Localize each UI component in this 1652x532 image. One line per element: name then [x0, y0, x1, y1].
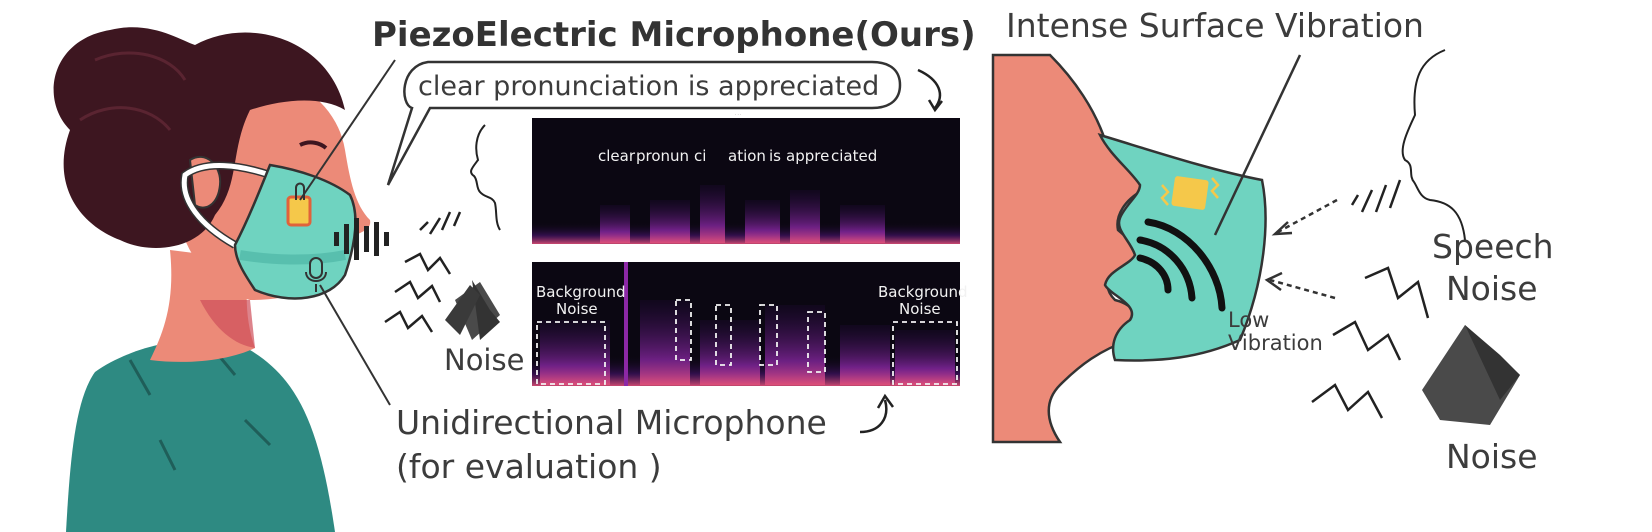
speech-noise-line2: Noise — [1446, 269, 1538, 308]
spectrogram-top: · · · clear pronun ci ation is appre ciated — [532, 112, 960, 244]
noise-arrows — [1269, 198, 1338, 300]
bg-noise-right-line2: Noise — [899, 300, 941, 318]
spectrogram-word: is — [769, 147, 781, 165]
spectrogram-word: pronun — [636, 147, 689, 165]
microphone-icon — [305, 257, 327, 292]
spectrogram-top-words: clear pronun ci ation is appre ciated — [598, 147, 877, 165]
speech-lines — [419, 211, 462, 235]
bg-noise-left-line1: Background — [536, 283, 626, 301]
bg-noise-left-line2: Noise — [556, 300, 598, 318]
intense-vibration-title: Intense Surface Vibration — [1006, 6, 1424, 45]
background-noise-box-left — [536, 321, 606, 385]
vibration-callout-line — [1213, 54, 1302, 236]
noise-zigzags-right — [1311, 266, 1430, 419]
piezo-callout-line — [299, 59, 396, 201]
spectrogram-bottom: Background Noise Background Noise — [532, 262, 968, 386]
piezo-title: PiezoElectric Microphone(Ours) — [372, 15, 976, 55]
woman-illustration — [53, 27, 389, 532]
speaker-icon-right — [1422, 325, 1520, 425]
svg-text:· · ·: · · · — [735, 112, 741, 117]
arrow-to-bottom-spectrogram — [859, 399, 888, 434]
speaker-icon — [445, 280, 500, 340]
speech-box-1 — [675, 299, 692, 361]
piezo-sensor-closeup — [1171, 176, 1209, 210]
speech-noise-line1: Speech — [1432, 227, 1554, 266]
piezo-sensor — [286, 195, 312, 227]
arrow-to-top-spectrogram — [917, 68, 942, 109]
speech-box-3 — [759, 304, 778, 366]
background-noise-box-right — [892, 321, 958, 385]
left-noise-label: Noise — [444, 343, 524, 377]
unidirectional-label-line2: (for evaluation ) — [396, 447, 662, 486]
profile-face — [991, 53, 1145, 444]
speech-box-2 — [715, 304, 732, 366]
speech-box-4 — [807, 311, 826, 373]
sound-wave-bars — [334, 218, 389, 260]
profile-illustration — [991, 53, 1267, 444]
spectrogram-word: appre — [786, 147, 829, 165]
vibration-arcs — [1136, 218, 1226, 312]
speech-bubble: clear pronun ci ation is appreciated — [386, 60, 902, 186]
noise-zigzags-left — [384, 252, 452, 333]
person-silhouette-icon — [470, 124, 501, 231]
spectrogram-word: clear — [598, 147, 636, 165]
low-vibration-line1: Low — [1228, 308, 1269, 332]
speech-bubble-text: clear pronunciation is appreciated — [418, 71, 879, 102]
noise-boxes — [536, 299, 958, 385]
impulse-line — [624, 262, 628, 386]
spectrogram-word: ciated — [831, 147, 877, 165]
face-mask — [233, 163, 357, 300]
bg-noise-right-line1: Background — [878, 283, 968, 301]
right-noise-label: Noise — [1446, 437, 1538, 476]
mic-callout-line — [319, 284, 391, 406]
spectrogram-word: ation — [728, 147, 766, 165]
low-vibration-line2: Vibration — [1228, 331, 1323, 355]
unidirectional-label-line1: Unidirectional Microphone — [396, 403, 827, 442]
speech-lines-right — [1350, 179, 1402, 213]
shirt — [66, 339, 335, 532]
spectrogram-word: ci — [694, 147, 706, 165]
hair — [53, 27, 345, 248]
person-silhouette-icon-right — [1401, 49, 1466, 241]
